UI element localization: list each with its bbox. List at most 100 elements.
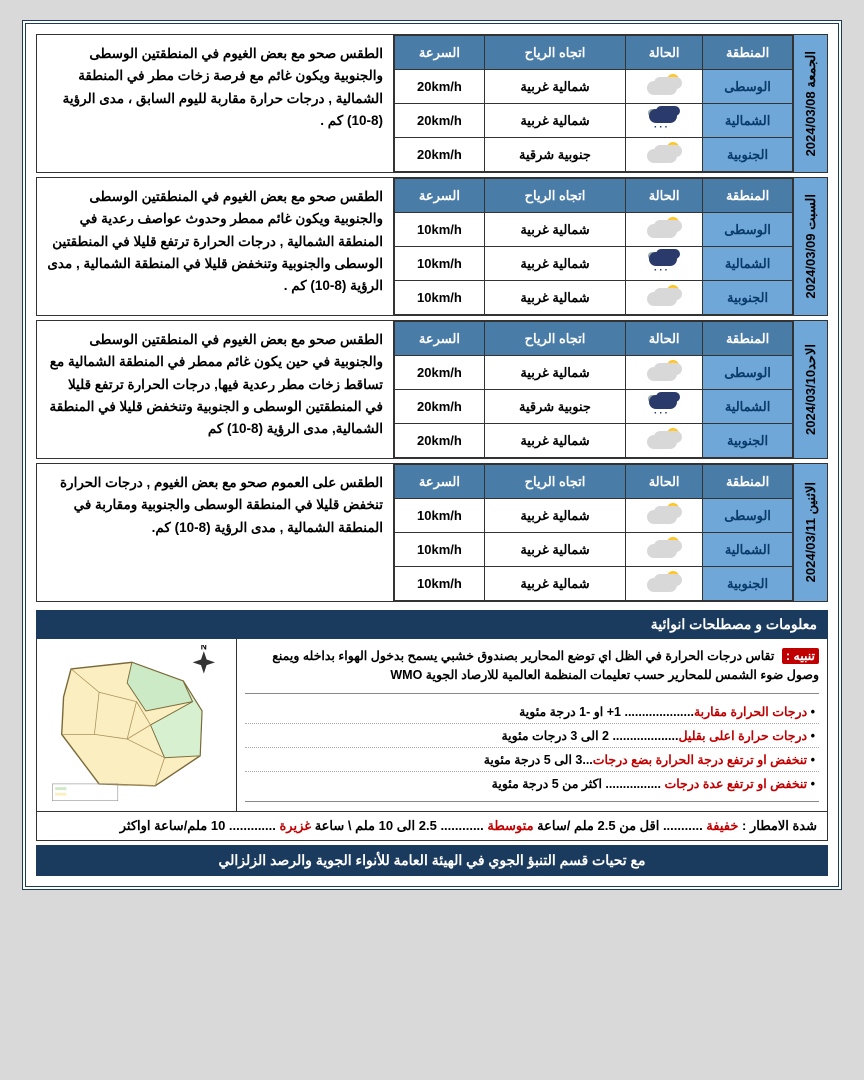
cell-region: الجنوبية [703,424,793,458]
table-row: الشماليةشمالية غربية10km/h [395,247,793,281]
sun-cloud-icon [645,536,683,560]
col-header-condition: الحالة [626,322,703,356]
cell-wind: شمالية غربية [484,213,625,247]
cell-condition [626,499,703,533]
weather-table: المنطقةالحالةاتجاه الرياحالسرعةالوسطىشما… [394,35,793,172]
rain-cloud-icon [645,393,683,417]
cell-region: الوسطى [703,499,793,533]
col-header-region: المنطقة [703,36,793,70]
sun-cloud-icon [645,284,683,308]
forecast-day: الاثنين 2024/03/11 المنطقةالحالةاتجاه الر… [36,463,828,602]
alert-line: تنبيه : تقاس درجات الحرارة في الظل اي تو… [245,647,819,685]
cell-speed: 20km/h [395,138,485,172]
col-header-condition: الحالة [626,179,703,213]
cell-region: الوسطى [703,356,793,390]
cell-region: الشمالية [703,533,793,567]
cell-speed: 20km/h [395,424,485,458]
col-header-speed: السرعة [395,36,485,70]
info-title-bar: معلومات و مصطلحات انوائية [36,610,828,639]
forecast-container: الجمعة 2024/03/08المنطقةالحالةاتجاه الري… [36,34,828,602]
sun-cloud-icon [645,216,683,240]
cell-region: الشمالية [703,247,793,281]
map-box: N [37,639,237,811]
col-header-region: المنطقة [703,179,793,213]
table-row: الشماليةشمالية غربية10km/h [395,533,793,567]
table-row: الوسطىشمالية غربية10km/h [395,499,793,533]
info-row: تنبيه : تقاس درجات الحرارة في الظل اي تو… [36,639,828,812]
weather-table: المنطقةالحالةاتجاه الرياحالسرعة الوسطى شما… [394,321,793,458]
cell-region: الجنوبية [703,567,793,601]
cell-speed: 10km/h [395,533,485,567]
forecast-day: السبت 2024/03/09المنطقةالحالةاتجاه الريا… [36,177,828,316]
table-row: الجنوبيةشمالية غربية10km/h [395,567,793,601]
cell-condition [626,356,703,390]
rain-intensity-box: شدة الامطار : خفيفة ........... اقل من 2… [36,812,828,841]
cell-speed: 10km/h [395,213,485,247]
col-header-condition: الحالة [626,36,703,70]
sun-cloud-icon [645,502,683,526]
description-column: الطقس صحو مع بعض الغيوم في المنطقتين الو… [37,178,393,315]
cell-condition [626,104,703,138]
cell-condition [626,533,703,567]
cell-region: الوسطى [703,70,793,104]
alert-tag: تنبيه : [782,648,819,664]
forecast-day: الاحد2024/03/10 المنطقةالحالةاتجاه الرياح… [36,320,828,459]
cell-speed: 20km/h [395,70,485,104]
table-row: الوسطى شمالية غربية20km/h [395,356,793,390]
table-column: المنطقةالحالةاتجاه الرياحالسرعةالوسطىشما… [393,464,793,601]
iraq-map-icon: N [43,645,230,805]
cell-condition [626,567,703,601]
col-header-region: المنطقة [703,322,793,356]
terminology-list: • درجات الحرارة مقاربة..................… [245,693,819,802]
description-column: الطقس صحو مع بعض الغيوم في المنطقتين الو… [37,321,393,458]
table-column: المنطقةالحالةاتجاه الرياحالسرعةالوسطىشما… [393,178,793,315]
table-row: الوسطىشمالية غربية10km/h [395,213,793,247]
sun-cloud-icon [645,141,683,165]
cell-condition [626,138,703,172]
table-row: الوسطى شمالية غربية20km/h [395,70,793,104]
terminology-item: • تنخفض او ترتفع درجة الحرارة بضع درجات.… [245,747,819,771]
table-row: الجنوبيةشمالية غربية10km/h [395,281,793,315]
col-header-speed: السرعة [395,322,485,356]
col-header-wind: اتجاه الرياح [484,322,625,356]
date-column: الجمعة 2024/03/08 [793,35,827,172]
date-text: الاثنين 2024/03/11 [803,482,818,582]
col-header-condition: الحالة [626,465,703,499]
cell-condition [626,247,703,281]
cell-speed: 20km/h [395,356,485,390]
cell-region: الشمالية [703,390,793,424]
cell-condition [626,213,703,247]
cell-speed: 10km/h [395,567,485,601]
col-header-wind: اتجاه الرياح [484,179,625,213]
rain-cloud-icon [645,107,683,131]
cell-wind: شمالية غربية [484,104,625,138]
cell-condition [626,424,703,458]
table-row: الشماليةشمالية غربية20km/h [395,104,793,138]
cell-region: الجنوبية [703,138,793,172]
date-text: الاحد2024/03/10 [803,344,818,435]
cell-wind: شمالية غربية [484,424,625,458]
cell-wind: شمالية غربية [484,499,625,533]
description-column: الطقس صحو مع بعض الغيوم في المنطقتين الو… [37,35,393,172]
forecast-day: الجمعة 2024/03/08المنطقةالحالةاتجاه الري… [36,34,828,173]
col-header-wind: اتجاه الرياح [484,465,625,499]
cell-region: الجنوبية [703,281,793,315]
terminology-item: • درجات الحرارة مقاربة..................… [245,700,819,723]
cell-speed: 10km/h [395,247,485,281]
cell-wind: شمالية غربية [484,70,625,104]
date-column: الاثنين 2024/03/11 [793,464,827,601]
weather-table: المنطقةالحالةاتجاه الرياحالسرعةالوسطىشما… [394,464,793,601]
cell-condition [626,281,703,315]
cell-wind: شمالية غربية [484,356,625,390]
date-column: الاحد2024/03/10 [793,321,827,458]
sun-cloud-icon [645,570,683,594]
table-row: الجنوبيةجنوبية شرقية20km/h [395,138,793,172]
terminology-item: • درجات حرارة اعلى بقليل................… [245,723,819,747]
rain-cloud-icon [645,250,683,274]
sun-cloud-icon [645,359,683,383]
cell-wind: شمالية غربية [484,281,625,315]
terminology-item: • تنخفض او ترتفع عدة درجات .............… [245,771,819,795]
table-column: المنطقةالحالةاتجاه الرياحالسرعة الوسطى شما… [393,321,793,458]
date-text: الجمعة 2024/03/08 [803,51,818,156]
description-column: الطقس على العموم صحو مع بعض الغيوم , درج… [37,464,393,601]
